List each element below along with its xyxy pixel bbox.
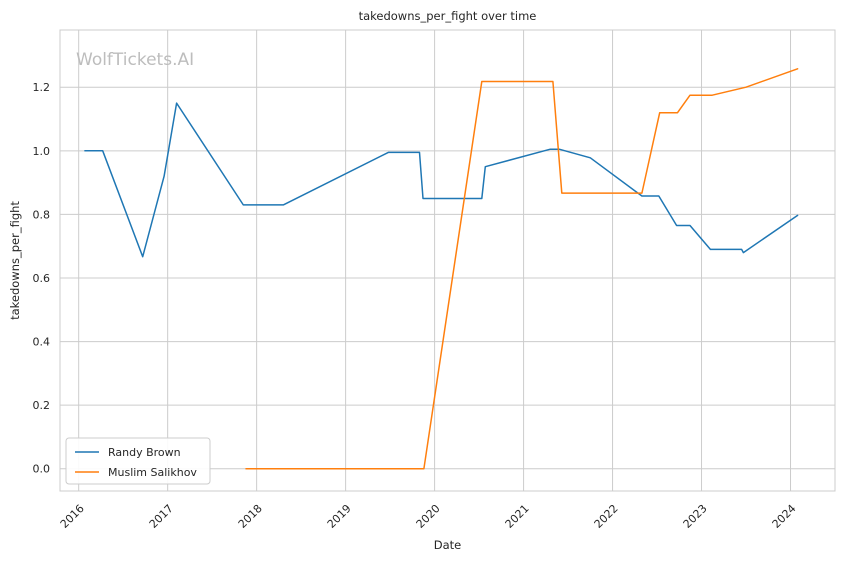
y-tick-label-1-0: 1.0 — [33, 145, 51, 158]
series-layer — [84, 68, 799, 470]
y-tick-label-0-8: 0.8 — [33, 208, 51, 221]
legend-box — [65, 437, 211, 485]
legend-label-muslim-salikhov: Muslim Salikhov — [108, 466, 197, 479]
plot-background — [60, 30, 835, 491]
chart-title: takedowns_per_fight over time — [359, 9, 537, 23]
y-axis-title: takedowns_per_fight — [8, 201, 22, 320]
y-tick-label-0-6: 0.6 — [33, 272, 51, 285]
y-tick-label-0-2: 0.2 — [33, 399, 51, 412]
grid-layer — [60, 30, 835, 491]
x-axis-title: Date — [434, 538, 462, 552]
y-tick-label-0-4: 0.4 — [33, 336, 51, 349]
y-tick-label-1-2: 1.2 — [33, 81, 51, 94]
legend: Randy Brown Muslim Salikhov — [65, 437, 211, 485]
plot-frame — [59, 29, 836, 492]
y-tick-labels: 0.0 0.2 0.4 0.6 0.8 1.0 1.2 — [33, 81, 51, 476]
series-line-muslim-salikhov — [245, 68, 799, 470]
legend-label-randy-brown: Randy Brown — [108, 446, 181, 459]
watermark: WolfTickets.AI — [76, 50, 194, 70]
series-line-randy-brown — [84, 102, 799, 258]
y-tick-label-0-0: 0.0 — [33, 463, 51, 476]
